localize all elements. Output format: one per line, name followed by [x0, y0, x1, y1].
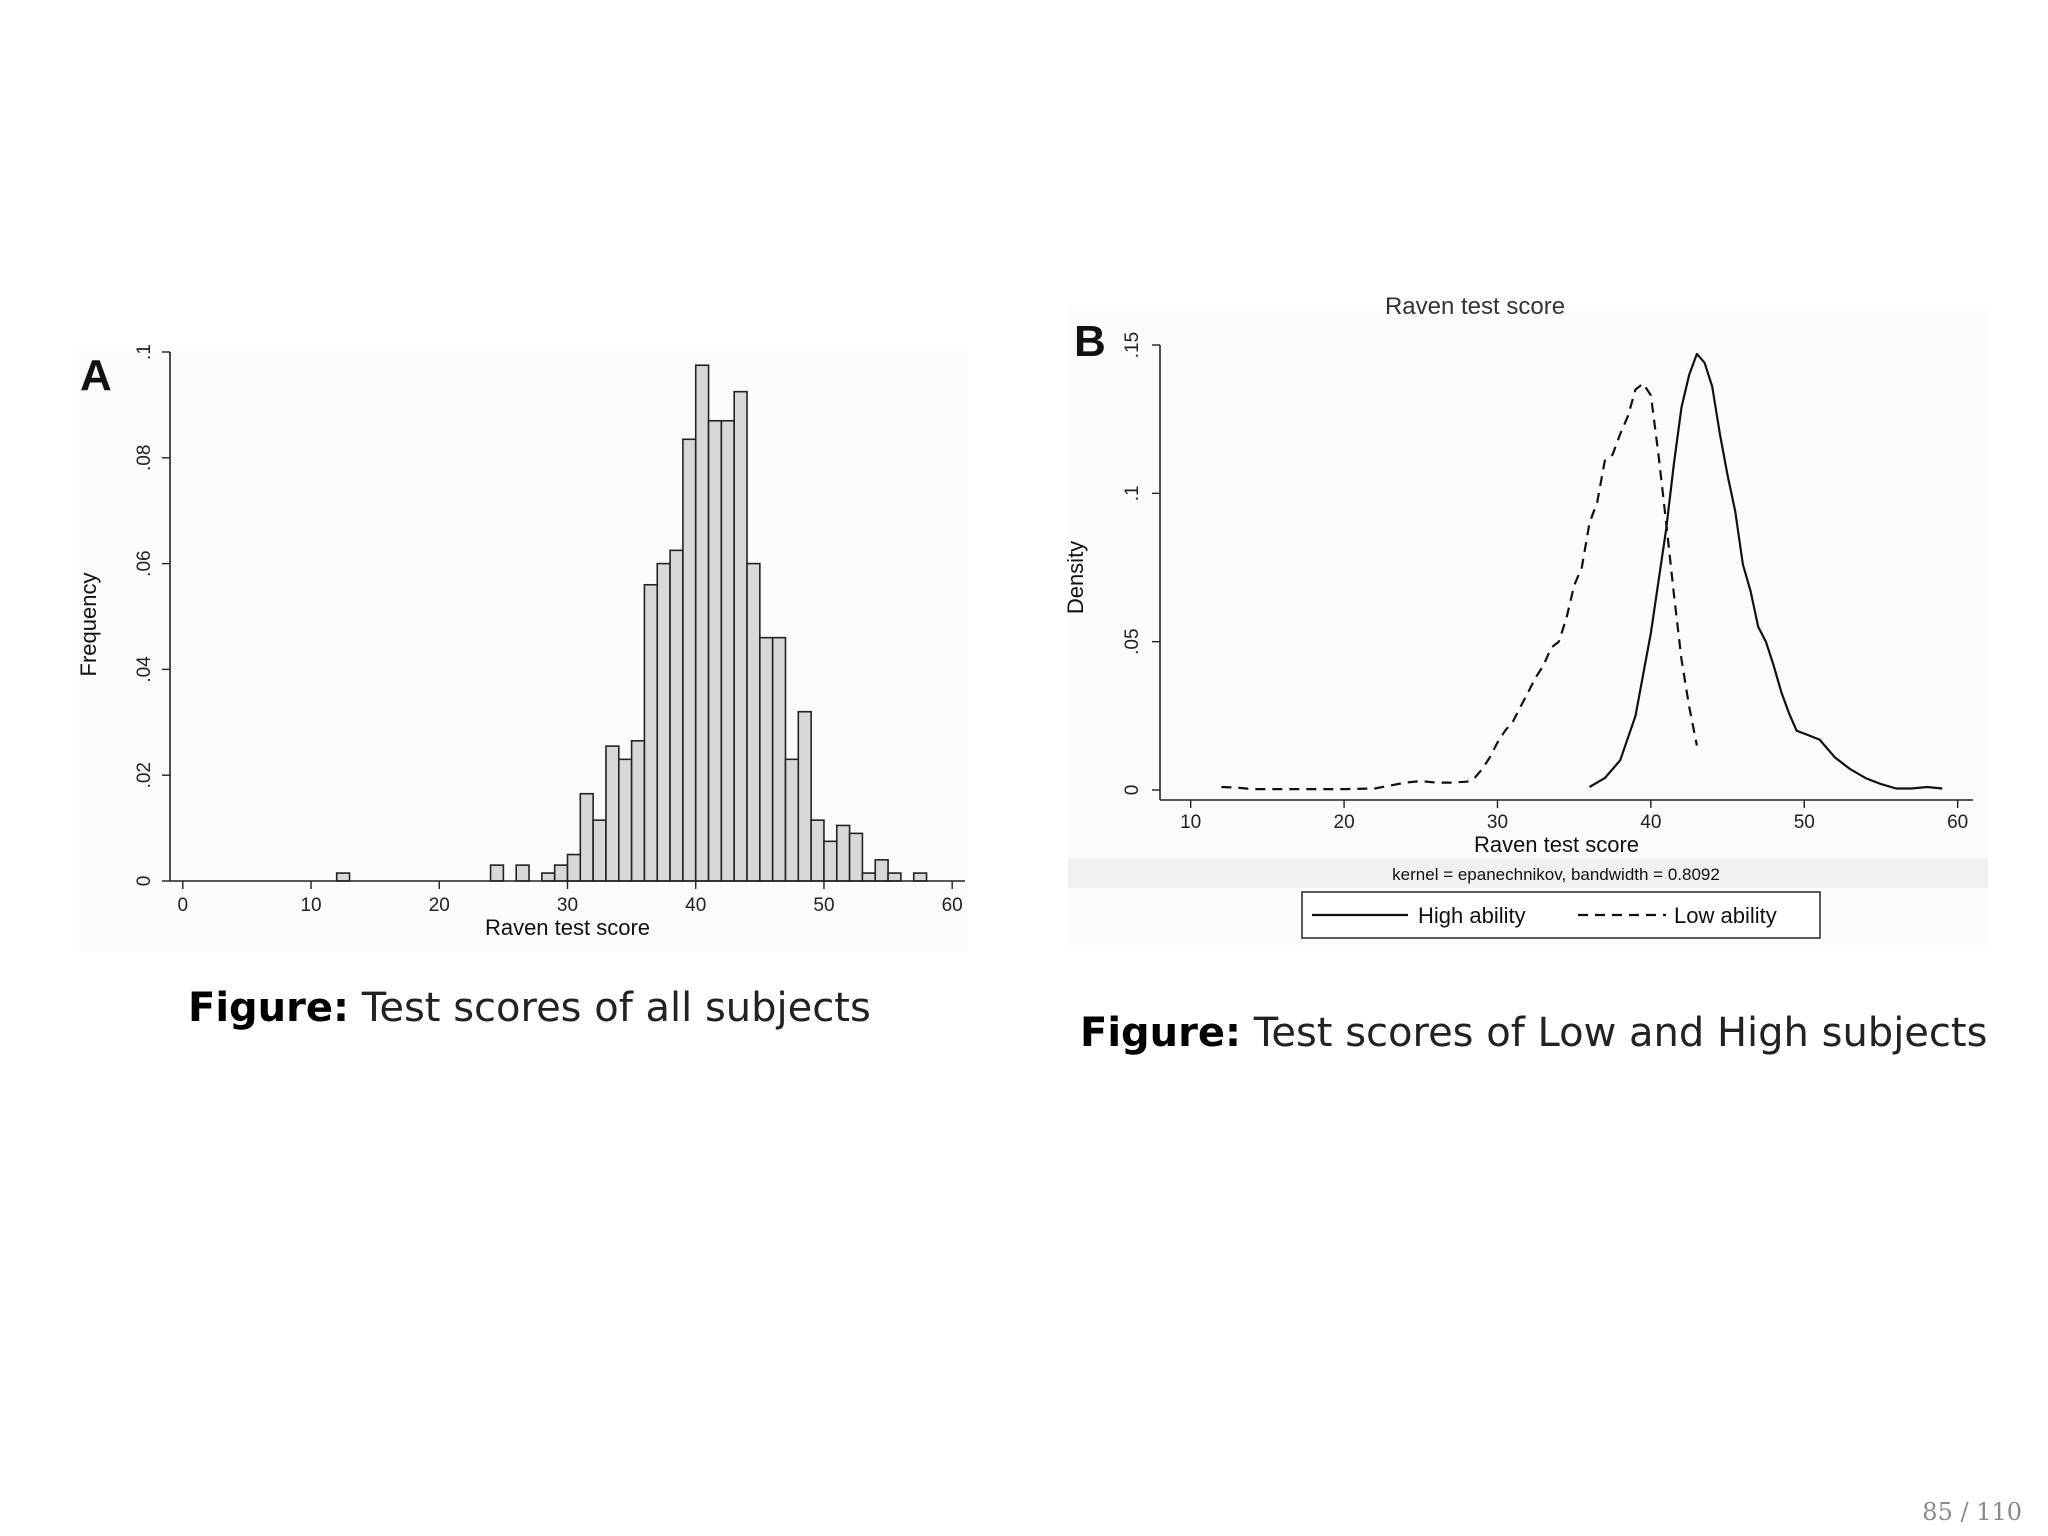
y-tick-label: .1	[1122, 485, 1143, 501]
panel-letter-a: A	[80, 351, 112, 400]
histogram-bar	[489, 864, 505, 882]
caption-a-prefix: Figure:	[188, 985, 349, 1031]
histogram-bar	[694, 364, 710, 882]
histogram-axes: 0 10 20 30 40 50 60 0 .02 .04 .06 .08 .1	[134, 344, 965, 916]
x-tick-label: 30	[557, 895, 578, 916]
caption-a-text: Test scores of all subjects	[361, 985, 871, 1031]
histogram-bar	[912, 872, 928, 882]
histogram-bar	[541, 872, 556, 882]
histogram-chart: A 0 10 20 30 40 50 60 0 .02 .04 .06 .08 .1 Raven tes…	[76, 344, 965, 940]
legend-label-high: High ability	[1418, 903, 1526, 928]
histogram-bar	[746, 562, 761, 882]
density-panel: Raven test score B 10 20 30 40 50 60 0 .05 .1 .15…	[1063, 293, 1988, 945]
histogram-panel: A 0 10 20 30 40 50 60 0 .02 .04 .06 .08 .1 Raven tes…	[76, 344, 968, 950]
legend-label-low: Low ability	[1674, 903, 1777, 928]
x-axis-title: Raven test score	[1474, 832, 1639, 857]
low-ability-line	[1221, 382, 1698, 791]
histogram-bar	[784, 758, 800, 882]
histogram-bar	[617, 758, 633, 882]
kernel-note: kernel = epanechnikov, bandwidth = 0.809…	[1392, 865, 1720, 884]
note-band	[1068, 858, 1988, 888]
histogram-bar	[823, 840, 838, 882]
caption-b-prefix: Figure:	[1080, 1010, 1241, 1056]
histogram-bar	[771, 636, 787, 882]
y-tick-label: 0	[134, 876, 155, 887]
x-tick-label: 20	[1334, 812, 1355, 833]
y-tick-label: .05	[1122, 628, 1143, 654]
x-tick-label: 50	[813, 895, 834, 916]
y-tick-label: .02	[134, 762, 155, 788]
cut-off-title: Raven test score	[1385, 293, 1565, 320]
panel-letter-b: B	[1074, 317, 1106, 366]
histogram-bar	[579, 792, 594, 882]
histogram-bar	[656, 562, 671, 882]
y-tick-label: 0	[1122, 785, 1143, 796]
x-tick-label: 30	[1487, 812, 1508, 833]
density-chart: Raven test score B 10 20 30 40 50 60 0 .05 .1 .15…	[1063, 293, 1988, 939]
legend: High ability Low ability	[1301, 891, 1821, 939]
histogram-bars	[335, 364, 928, 882]
x-tick-label: 10	[1180, 812, 1201, 833]
x-tick-label: 60	[1947, 812, 1968, 833]
density-axes: 10 20 30 40 50 60 0 .05 .1 .15	[1122, 332, 1973, 833]
page-number: 85 / 110	[1922, 1498, 2022, 1526]
x-tick-label: 50	[1794, 812, 1815, 833]
y-tick-label: .08	[134, 445, 155, 471]
histogram-bar	[848, 832, 864, 882]
histogram-bar	[566, 853, 582, 882]
histogram-bar	[759, 636, 774, 882]
caption-b: Figure: Test scores of Low and High subj…	[1080, 1010, 1987, 1056]
x-axis-title: Raven test score	[485, 915, 650, 940]
histogram-bar	[605, 745, 620, 882]
high-ability-line	[1588, 352, 1943, 790]
x-tick-label: 0	[178, 895, 189, 916]
histogram-bar	[733, 390, 748, 882]
histogram-bar	[887, 872, 902, 882]
y-axis-title: Density	[1063, 541, 1088, 614]
histogram-bar	[810, 819, 825, 882]
x-tick-label: 60	[942, 895, 963, 916]
histogram-bar	[553, 864, 569, 882]
x-tick-label: 40	[1640, 812, 1661, 833]
density-lines	[1221, 352, 1943, 791]
x-tick-label: 40	[685, 895, 706, 916]
histogram-bar	[707, 419, 723, 882]
histogram-bar	[874, 859, 889, 882]
y-tick-label: .15	[1122, 332, 1143, 358]
histogram-bar	[669, 549, 684, 882]
histogram-bar	[682, 438, 697, 882]
histogram-bar	[592, 819, 607, 882]
histogram-bar	[335, 872, 351, 882]
y-tick-label: .1	[134, 344, 155, 360]
y-tick-label: .06	[134, 550, 155, 576]
histogram-bar	[643, 583, 659, 882]
caption-b-text: Test scores of Low and High subjects	[1253, 1010, 1988, 1056]
x-tick-label: 10	[300, 895, 321, 916]
histogram-bar	[861, 872, 877, 882]
x-tick-label: 20	[429, 895, 450, 916]
histogram-bar	[720, 419, 735, 882]
y-tick-label: .04	[134, 656, 155, 683]
caption-a: Figure: Test scores of all subjects	[188, 985, 871, 1031]
histogram-bar	[835, 824, 851, 882]
y-axis-title: Frequency	[76, 573, 101, 677]
histogram-bar	[797, 710, 812, 882]
histogram-bar	[515, 864, 530, 882]
histogram-bar	[630, 740, 646, 882]
